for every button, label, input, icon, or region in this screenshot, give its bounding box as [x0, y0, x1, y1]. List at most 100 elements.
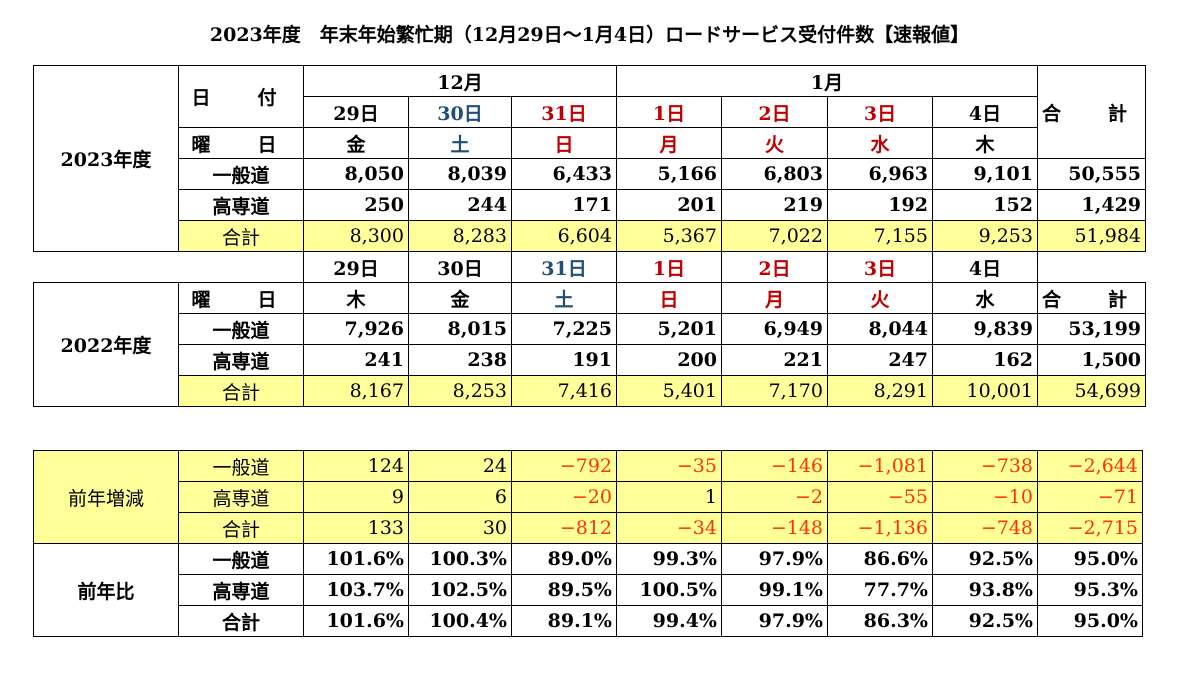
value-cell: 8,253 — [408, 375, 512, 407]
day-cell: 1日 — [616, 96, 722, 128]
value-cell: 86.3% — [827, 605, 933, 637]
value-cell: −792 — [511, 450, 617, 482]
value-cell: 7,022 — [721, 220, 828, 252]
weekday-cell: 月 — [616, 127, 722, 159]
weekday-cell: 金 — [303, 127, 409, 159]
weekday-cell: 日 — [616, 282, 722, 314]
value-cell: 86.6% — [827, 543, 933, 575]
row-total-cell: 95.0% — [1037, 543, 1143, 575]
value-cell: 200 — [616, 344, 722, 376]
month-jan: 1月 — [616, 65, 1038, 97]
weekday-label: 曜 日 — [178, 127, 304, 159]
month-dec: 12月 — [303, 65, 617, 97]
weekday-cell: 火 — [721, 127, 828, 159]
value-cell: 97.9% — [721, 543, 828, 575]
fy2022-total-row: 合計 8,167 8,253 7,416 5,401 7,170 8,291 1… — [33, 375, 1147, 407]
value-cell: 30 — [408, 512, 512, 544]
day-cell: 31日 — [511, 251, 617, 283]
ratio-expressway-row: 高専道 103.7% 102.5% 89.5% 100.5% 99.1% 77.… — [34, 574, 1143, 606]
total-header: 合 計 — [1036, 65, 1147, 159]
weekday-cell: 土 — [408, 127, 512, 159]
value-cell: 124 — [303, 450, 409, 482]
weekday-cell: 水 — [932, 282, 1038, 314]
day-cell: 3日 — [827, 251, 933, 283]
value-cell: −812 — [511, 512, 617, 544]
value-cell: −146 — [721, 450, 828, 482]
value-cell: −55 — [827, 481, 933, 513]
day-cell: 4日 — [968, 257, 1002, 280]
value-cell: 238 — [408, 344, 512, 376]
fy2022-days-row: 29日 30日 31日 1日 2日 3日 4日 — [34, 251, 1146, 283]
day-cell: 29日 — [303, 251, 409, 283]
weekday-label: 曜 日 — [178, 282, 304, 314]
row-label-general: 一般道 — [178, 543, 304, 575]
row-total-cell: 54,699 — [1037, 375, 1147, 407]
row-label-general: 一般道 — [178, 158, 304, 190]
value-cell: 99.3% — [616, 543, 722, 575]
row-label-general: 一般道 — [178, 450, 304, 482]
day-cell: 31日 — [511, 96, 617, 128]
row-total-cell: 1,429 — [1037, 189, 1147, 221]
value-cell: 9,253 — [932, 220, 1038, 252]
value-cell: 8,039 — [408, 158, 512, 190]
value-cell: 100.4% — [408, 605, 512, 637]
value-cell: 7,926 — [303, 313, 409, 345]
value-cell: 9,839 — [932, 313, 1038, 345]
change-label: 前年増減 — [33, 450, 179, 544]
value-cell: 8,283 — [408, 220, 512, 252]
value-cell: 8,300 — [303, 220, 409, 252]
value-cell: 221 — [721, 344, 828, 376]
value-cell: 8,015 — [408, 313, 512, 345]
value-cell: −2 — [721, 481, 828, 513]
ratio-total-row: 合計 101.6% 100.4% 89.1% 99.4% 97.9% 86.3%… — [34, 605, 1143, 637]
value-cell: 8,291 — [827, 375, 933, 407]
value-cell: 247 — [827, 344, 933, 376]
value-cell: 7,155 — [827, 220, 933, 252]
row-label-subtotal: 合計 — [178, 375, 304, 407]
value-cell: 101.6% — [303, 543, 409, 575]
service-count-table: 2023年度 日 付 12月 1月 合 計 29日 30日 31日 1日 2日 … — [33, 65, 1147, 407]
value-cell: 5,166 — [616, 158, 722, 190]
value-cell: 5,201 — [616, 313, 722, 345]
fy2023-weekday-row: 曜 日 金 土 日 月 火 水 木 — [34, 127, 1146, 159]
value-cell: 250 — [303, 189, 409, 221]
row-total-cell: 1,500 — [1037, 344, 1147, 376]
value-cell: 8,044 — [827, 313, 933, 345]
change-total-row: 合計 133 30 −812 −34 −148 −1,136 −748 −2,7… — [33, 512, 1143, 544]
weekday-cell: 火 — [827, 282, 933, 314]
weekday-cell: 木 — [932, 127, 1038, 159]
value-cell: 171 — [511, 189, 617, 221]
row-label-expressway: 高専道 — [178, 481, 304, 513]
day-cell: 4日 — [932, 96, 1038, 128]
fy2022-label: 2022年度 — [33, 282, 179, 407]
value-cell: 219 — [721, 189, 828, 221]
value-cell: −1,136 — [827, 512, 933, 544]
value-cell: 6,433 — [511, 158, 617, 190]
value-cell: 89.1% — [511, 605, 617, 637]
day-cell: 2日 — [721, 251, 828, 283]
value-cell: 99.1% — [721, 574, 828, 606]
value-cell: 162 — [932, 344, 1038, 376]
value-cell: 191 — [511, 344, 617, 376]
weekday-cell: 月 — [721, 282, 828, 314]
row-total-cell: 51,984 — [1037, 220, 1147, 252]
value-cell: 7,225 — [511, 313, 617, 345]
weekday-cell: 金 — [408, 282, 512, 314]
weekday-cell: 水 — [827, 127, 933, 159]
value-cell: 6,803 — [721, 158, 828, 190]
date-label: 日 付 — [178, 65, 304, 128]
value-cell: 102.5% — [408, 574, 512, 606]
value-cell: 24 — [408, 450, 512, 482]
value-cell: 89.5% — [511, 574, 617, 606]
row-total-cell: −2,644 — [1037, 450, 1143, 482]
fy2023-general-row: 一般道 8,050 8,039 6,433 5,166 6,803 6,963 … — [34, 158, 1147, 190]
fy2023-days-row: 29日 30日 31日 1日 2日 3日 4日 — [34, 96, 1146, 128]
ratio-label: 前年比 — [33, 543, 179, 637]
row-total-cell: 95.0% — [1037, 605, 1143, 637]
value-cell: 6,604 — [511, 220, 617, 252]
value-cell: −35 — [616, 450, 722, 482]
value-cell: 6,963 — [827, 158, 933, 190]
value-cell: 201 — [616, 189, 722, 221]
row-label-subtotal: 合計 — [178, 512, 304, 544]
value-cell: −1,081 — [827, 450, 933, 482]
